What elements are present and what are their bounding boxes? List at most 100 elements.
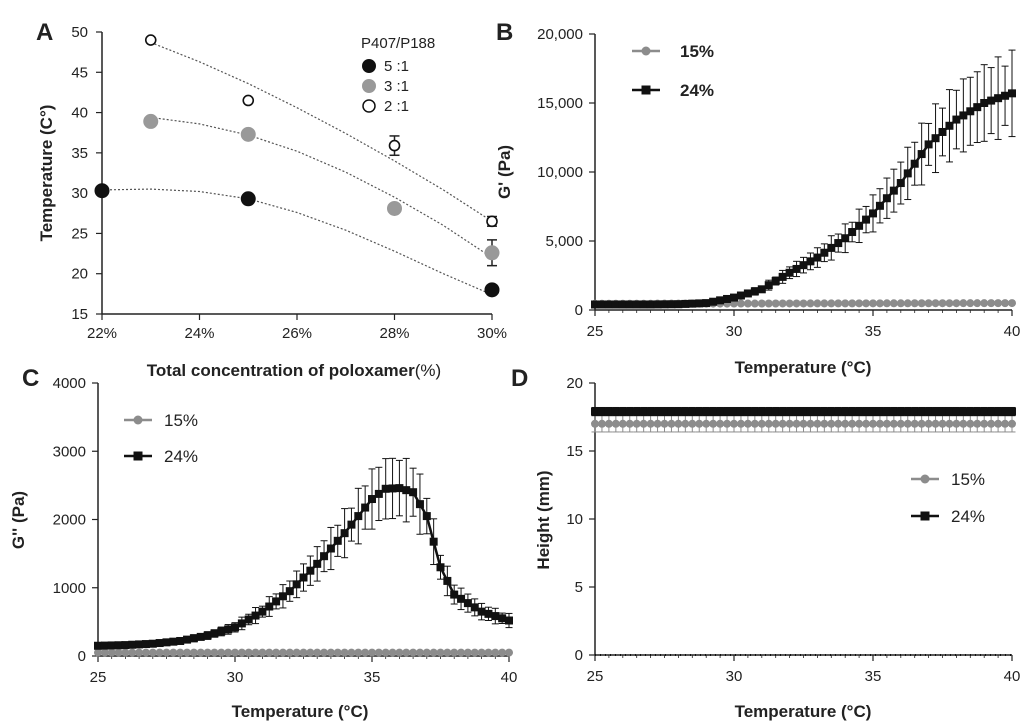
data-point [910,159,919,168]
data-point [409,488,418,497]
data-point [896,419,905,428]
data-point [841,299,850,308]
data-point [189,648,198,657]
data-point [994,419,1003,428]
y-tick-label: 3000 [53,443,86,460]
data-point [792,419,801,428]
data-point [306,648,315,657]
data-point [987,299,996,308]
x-tick-label: 30% [477,325,507,342]
data-point [265,602,274,611]
data-point [730,293,738,302]
y-tick-label: 0 [575,302,583,319]
data-point [278,648,287,657]
legend-label-24: 24% [164,447,198,466]
data-point [135,640,144,649]
data-point [258,607,267,616]
y-tick-label: 1000 [53,580,86,597]
data-point [176,648,185,657]
x-tick-label: 30 [726,323,743,340]
data-point [702,407,711,416]
data-point [333,648,342,657]
data-point [176,636,185,645]
data-point [695,299,704,308]
y-tick-label: 10,000 [537,164,583,181]
data-point [326,544,335,553]
data-point [477,648,486,657]
data-point [402,486,411,495]
data-point [402,648,411,657]
data-point [457,594,466,603]
data-point [855,419,864,428]
panel-c-plot [94,457,513,657]
legend-label-5-1: 5 :1 [384,58,409,75]
data-point [945,121,954,130]
data-point [966,407,975,416]
data-point [639,407,648,416]
data-point [882,194,891,203]
data-point [604,419,613,428]
panel-a-x-label: Total concentration of poloxamer(%) [147,361,441,380]
data-point [924,407,933,416]
data-point [952,407,961,416]
data-point [764,407,773,416]
data-point [855,407,864,416]
data-point [764,281,773,290]
y-tick-label: 10 [566,511,583,528]
data-point [114,648,123,657]
data-point [730,407,738,416]
data-point [966,419,975,428]
x-tick-label: 30 [726,668,743,685]
data-point [848,299,857,308]
data-point [217,627,226,636]
data-point [498,648,507,657]
data-point [820,419,829,428]
data-point [827,299,836,308]
data-point [743,419,752,428]
data-point [882,407,891,416]
data-point [486,215,498,228]
data-point [764,299,773,308]
data-point [973,407,982,416]
data-point [368,648,376,657]
data-point [597,300,606,309]
data-point [128,648,137,657]
panel-a-legend: P407/P188 5 :1 3 :1 2 :1 [361,35,435,115]
data-point [604,300,613,309]
x-tick-label: 24% [184,325,214,342]
panel-letter-c: C [22,365,39,392]
data-point [491,648,500,657]
data-point [848,407,857,416]
legend-label-3-1: 3 :1 [384,78,409,95]
data-point [778,299,787,308]
data-point [1001,299,1010,308]
data-point [381,648,390,657]
data-point [903,419,912,428]
data-point [681,299,690,308]
data-point [681,407,690,416]
data-point [945,299,954,308]
data-point [994,94,1003,103]
data-point [463,599,472,608]
data-point [750,299,759,308]
data-point [667,300,676,309]
data-point [265,648,274,657]
data-point [100,641,109,650]
data-point [107,641,116,650]
data-point [973,103,982,112]
data-point [750,419,759,428]
data-point [484,609,493,618]
data-point [723,407,732,416]
data-point [597,419,606,428]
panel-d-x-label: Temperature (°C) [735,702,872,721]
data-point [169,648,178,657]
data-point [660,300,669,309]
data-point [889,419,898,428]
data-point [764,419,773,428]
panel-letter-d: D [511,365,528,392]
data-point [653,419,662,428]
x-tick-label: 35 [364,669,381,686]
data-point [778,407,787,416]
data-point [224,625,233,634]
data-point [292,648,301,657]
